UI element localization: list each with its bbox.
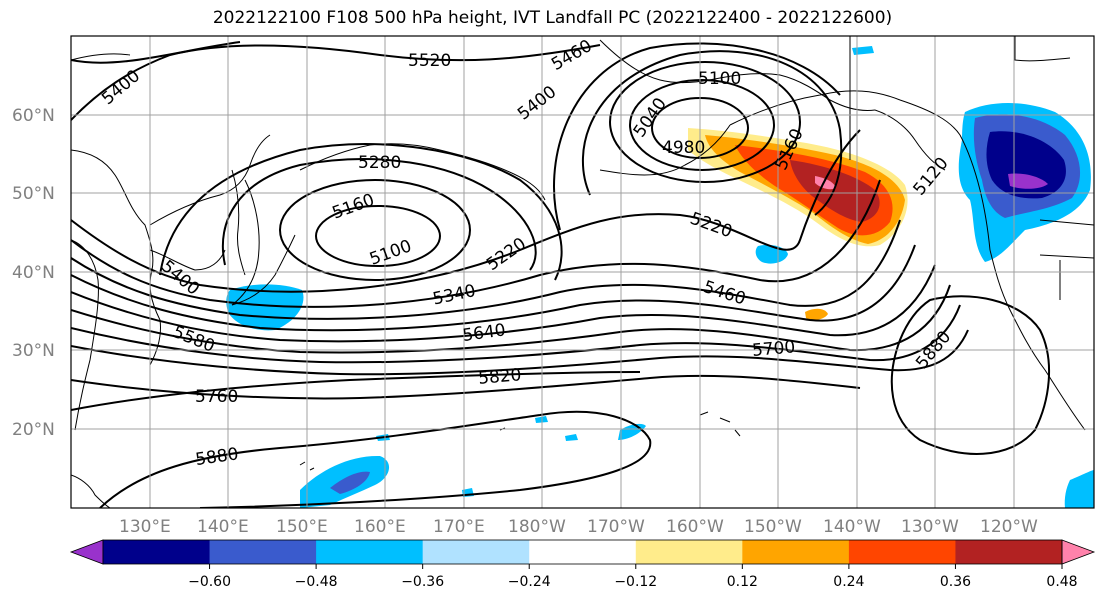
lon-label: 170°W: [587, 517, 645, 537]
lon-label: 160°E: [354, 517, 406, 537]
graticule: [71, 36, 1094, 508]
lon-label: 130°W: [901, 517, 959, 537]
longitude-labels: 130°E 140°E 150°E 160°E 170°E 180°W 170°…: [119, 517, 1038, 537]
colorbar-extend-high: [1061, 539, 1096, 565]
contour-label: 5100: [698, 69, 741, 89]
lon-label: 150°W: [744, 517, 802, 537]
lon-label: 180°W: [508, 517, 566, 537]
contour-label: 5700: [751, 337, 796, 361]
colorbar-tick-label: 0.24: [833, 574, 864, 590]
contour-label: 5760: [195, 387, 238, 407]
colorbar-extend-low: [69, 539, 104, 565]
lon-label: 140°W: [823, 517, 881, 537]
colorbar-tick-label: 0.36: [940, 574, 971, 590]
ivt-negative-anomaly: [226, 46, 1094, 508]
lon-label: 170°E: [433, 517, 485, 537]
lon-label: 150°E: [276, 517, 328, 537]
height-contours: [71, 41, 1050, 508]
colorbar-segment: [955, 540, 1063, 564]
colorbar-tick-label: −0.60: [188, 574, 231, 590]
ivt-positive-anomaly: [688, 128, 908, 247]
lon-label: 120°W: [980, 517, 1038, 537]
contour-label: 5280: [358, 153, 401, 173]
colorbar-tick-label: −0.48: [295, 574, 338, 590]
colorbar-segment: [316, 540, 424, 564]
lon-label: 130°E: [119, 517, 171, 537]
colorbar-segment: [848, 540, 956, 564]
figure-title: 2022122100 F108 500 hPa height, IVT Land…: [212, 8, 893, 28]
colorbar-segment: [742, 540, 850, 564]
colorbar-segment: [103, 540, 211, 564]
map-border: [70, 35, 1095, 509]
colorbar-tick-label: −0.36: [401, 574, 444, 590]
colorbar-tick-label: 0.48: [1046, 574, 1077, 590]
contour-label: 5820: [477, 365, 522, 389]
lat-label: 50°N: [12, 184, 55, 204]
colorbar-tick-label: −0.24: [508, 574, 551, 590]
coastlines: [71, 36, 1094, 508]
colorbar: −0.60 −0.48 −0.36 −0.24 −0.12 0.12 0.24 0.36 0.4…: [69, 539, 1096, 590]
lon-label: 140°E: [197, 517, 249, 537]
colorbar-segment: [209, 540, 317, 564]
latitude-labels: 60°N 50°N 40°N 30°N 20°N: [12, 106, 55, 440]
lat-label: 30°N: [12, 341, 55, 361]
colorbar-segment: [529, 540, 637, 564]
contour-label: 5520: [408, 51, 451, 71]
lat-label: 60°N: [12, 106, 55, 126]
colorbar-tick-label: 0.12: [727, 574, 758, 590]
lat-label: 40°N: [12, 263, 55, 283]
contour-label: 4980: [662, 138, 705, 158]
colorbar-tick-label: −0.12: [614, 574, 657, 590]
colorbar-segment: [422, 540, 530, 564]
lat-label: 20°N: [12, 420, 55, 440]
lon-label: 160°W: [666, 517, 724, 537]
colorbar-segment: [635, 540, 743, 564]
colorbar-outline: [102, 539, 1063, 565]
